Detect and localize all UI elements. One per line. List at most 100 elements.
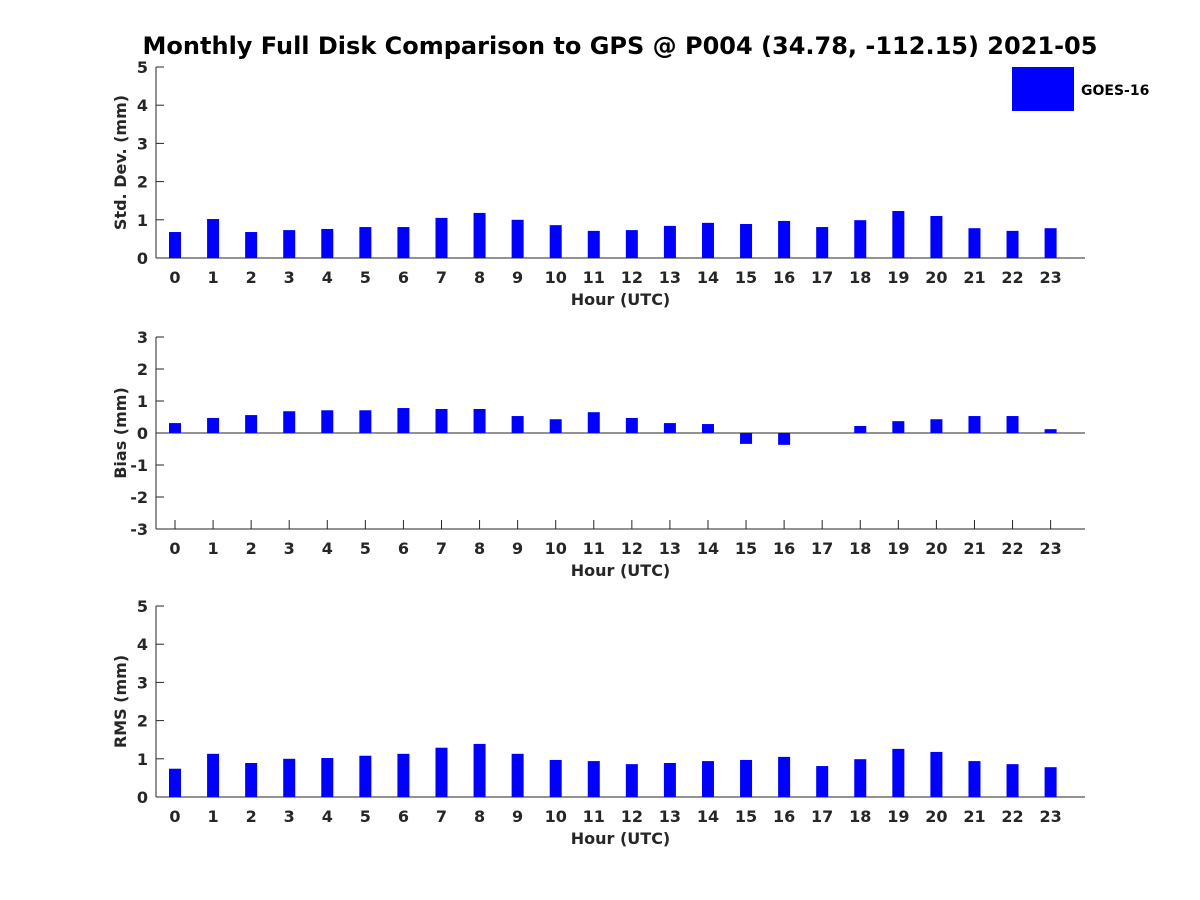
bar: [511, 219, 524, 258]
x-tick-label: 23: [1039, 268, 1061, 287]
x-tick-label: 6: [398, 539, 409, 558]
bar: [968, 761, 981, 797]
x-tick-label: 13: [659, 807, 681, 826]
x-tick-label: 16: [773, 539, 795, 558]
x-tick-label: 23: [1039, 539, 1061, 558]
x-tick-label: 4: [322, 539, 333, 558]
x-tick-label: 18: [849, 268, 871, 287]
x-tick-label: 19: [887, 268, 909, 287]
y-tick-label: -3: [130, 520, 148, 539]
y-tick-label: 3: [137, 328, 148, 347]
bar: [740, 224, 753, 258]
bar: [549, 225, 562, 258]
bar: [283, 411, 296, 433]
bar: [435, 217, 448, 258]
bar: [245, 415, 258, 433]
bar: [740, 433, 753, 444]
bar: [473, 743, 486, 797]
y-tick-label: 3: [137, 673, 148, 692]
x-tick-label: 12: [621, 539, 643, 558]
bar: [701, 761, 714, 797]
x-tick-label: 1: [207, 539, 218, 558]
y-tick-label: 3: [137, 134, 148, 153]
bar: [321, 410, 334, 433]
y-tick-label: 2: [137, 712, 148, 731]
bar: [892, 421, 905, 433]
bar: [930, 215, 943, 258]
x-tick-label: 18: [849, 539, 871, 558]
y-tick-label: 1: [137, 750, 148, 769]
y-tick-label: -1: [130, 456, 148, 475]
y-tick-label: 1: [137, 392, 148, 411]
x-tick-label: 9: [512, 539, 523, 558]
x-tick-label: 11: [583, 807, 605, 826]
y-tick-label: 0: [137, 424, 148, 443]
x-tick-label: 14: [697, 268, 719, 287]
x-tick-label: 21: [963, 539, 985, 558]
bar: [930, 419, 943, 433]
x-tick-label: 12: [621, 268, 643, 287]
bar: [625, 230, 638, 258]
bar: [359, 410, 372, 433]
x-tick-label: 2: [246, 268, 257, 287]
bar: [169, 768, 181, 797]
bar: [854, 220, 867, 258]
bar: [701, 222, 714, 258]
legend-label: GOES-16: [1081, 83, 1149, 99]
x-tick-label: 15: [735, 807, 757, 826]
x-tick-label: 20: [925, 539, 947, 558]
x-tick-label: 11: [583, 539, 605, 558]
x-tick-label: 3: [284, 268, 295, 287]
bar: [778, 433, 791, 445]
x-tick-label: 5: [360, 807, 371, 826]
x-tick-label: 0: [169, 539, 180, 558]
x-tick-label: 6: [398, 268, 409, 287]
x-tick-label: 21: [963, 268, 985, 287]
chart-title: Monthly Full Disk Comparison to GPS @ P0…: [143, 32, 1098, 60]
bar: [968, 416, 981, 433]
bar: [245, 232, 258, 258]
x-tick-label: 10: [545, 807, 567, 826]
y-tick-label: 2: [137, 173, 148, 192]
x-tick-label: 1: [207, 807, 218, 826]
y-axis-label: Bias (mm): [111, 387, 130, 479]
bar: [968, 228, 981, 258]
x-tick-label: 10: [545, 268, 567, 287]
y-tick-label: 0: [137, 788, 148, 807]
x-tick-label: 14: [697, 807, 719, 826]
x-tick-label: 0: [169, 268, 180, 287]
y-tick-label: 2: [137, 360, 148, 379]
bar: [892, 211, 905, 258]
bar: [663, 423, 676, 433]
x-tick-label: 15: [735, 268, 757, 287]
bar: [778, 220, 791, 258]
x-tick-label: 4: [322, 807, 333, 826]
bar: [207, 753, 220, 797]
x-tick-label: 16: [773, 807, 795, 826]
x-tick-label: 11: [583, 268, 605, 287]
bar: [397, 227, 410, 258]
bar: [207, 219, 220, 258]
y-tick-label: 5: [137, 597, 148, 616]
bar: [1044, 429, 1057, 433]
y-tick-label: -2: [130, 488, 148, 507]
x-tick-label: 2: [246, 807, 257, 826]
x-tick-label: 17: [811, 807, 833, 826]
bar: [587, 230, 600, 258]
y-tick-label: 4: [137, 96, 148, 115]
bar: [397, 408, 410, 433]
x-tick-label: 10: [545, 539, 567, 558]
bar: [892, 748, 905, 797]
bar: [1006, 416, 1019, 433]
x-tick-label: 6: [398, 807, 409, 826]
x-tick-label: 13: [659, 539, 681, 558]
bar: [740, 759, 753, 797]
bar: [169, 423, 181, 433]
bar: [701, 424, 714, 433]
x-tick-label: 17: [811, 268, 833, 287]
x-tick-label: 19: [887, 807, 909, 826]
x-tick-label: 5: [360, 268, 371, 287]
